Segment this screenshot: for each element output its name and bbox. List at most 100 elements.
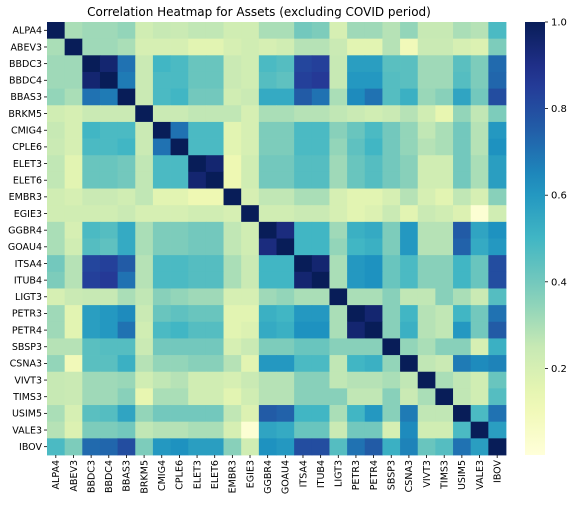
heatmap-cell-CMIG4-CSNA3: [400, 121, 419, 139]
heatmap-cell-VALE3-ELET3: [188, 421, 207, 439]
heatmap-cell-GOAU4-ITUB4: [311, 238, 330, 256]
heatmap-cell-CMIG4-TIMS3: [435, 121, 454, 139]
heatmap-cell-IBOV-BBDC4: [99, 438, 119, 456]
y-tick-label-IBOV: IBOV: [19, 442, 42, 453]
heatmap-cell-LIGT3-TIMS3: [435, 288, 454, 306]
heatmap-cell-BBDC4-USIM5: [453, 71, 472, 90]
x-tick-label-ALPA4: ALPA4: [51, 460, 62, 489]
heatmap-cell-VIVT3-BRKM5: [135, 371, 154, 389]
heatmap-cell-PETR4-CPLE6: [170, 321, 189, 339]
heatmap-cell-USIM5-CSNA3: [400, 405, 419, 423]
heatmap-cell-ALPA4-ITUB4: [311, 22, 330, 40]
heatmap-cell-IBOV-BBDC3: [82, 438, 101, 456]
heatmap-cell-CMIG4-PETR4: [364, 121, 383, 139]
heatmap-cell-ALPA4-VIVT3: [417, 22, 436, 40]
heatmap-cell-EGIE3-ALPA4: [47, 205, 66, 223]
heatmap-cell-USIM5-ELET3: [188, 405, 207, 423]
heatmap-cell-ELET6-VALE3: [470, 171, 489, 189]
heatmap-cell-BBDC3-GGBR4: [258, 55, 277, 73]
heatmap-cell-TIMS3-USIM5: [453, 388, 472, 406]
heatmap-cell-TIMS3-EMBR3: [223, 388, 242, 406]
heatmap-cell-ELET6-ALPA4: [47, 171, 66, 189]
heatmap-cell-ABEV3-EGIE3: [241, 38, 260, 56]
heatmap-cell-CPLE6-EMBR3: [223, 138, 242, 156]
heatmap-cell-EMBR3-BBDC3: [82, 188, 101, 206]
heatmap-cell-TIMS3-ALPA4: [47, 388, 66, 406]
heatmap-cell-VIVT3-ITSA4: [294, 371, 313, 389]
heatmap-cell-EGIE3-ITSA4: [294, 205, 313, 223]
heatmap-cell-LIGT3-GOAU4: [276, 288, 295, 306]
heatmap-cell-BBAS3-VALE3: [470, 88, 489, 106]
heatmap-cell-EMBR3-BBDC4: [99, 188, 119, 206]
heatmap-cell-GOAU4-ABEV3: [64, 238, 83, 256]
heatmap-cell-TIMS3-ITSA4: [294, 388, 313, 406]
heatmap-cell-EGIE3-TIMS3: [435, 205, 454, 223]
heatmap-cell-PETR4-ALPA4: [47, 321, 66, 339]
heatmap-cell-GGBR4-ALPA4: [47, 221, 66, 239]
heatmap-cell-CSNA3-BBDC3: [82, 355, 101, 373]
heatmap-cell-BRKM5-BBAS3: [117, 105, 136, 123]
heatmap-cell-USIM5-EMBR3: [223, 405, 242, 423]
heatmap-cell-TIMS3-IBOV: [488, 388, 507, 406]
heatmap-cell-VALE3-IBOV: [488, 421, 507, 439]
heatmap-cell-CSNA3-TIMS3: [435, 355, 454, 373]
heatmap-cell-ITUB4-USIM5: [453, 271, 472, 289]
heatmap-cell-GOAU4-CMIG4: [152, 238, 171, 256]
heatmap-cell-CPLE6-TIMS3: [435, 138, 454, 156]
heatmap-cell-ITUB4-EGIE3: [241, 271, 260, 289]
heatmap-cell-USIM5-EGIE3: [241, 405, 260, 423]
heatmap-cell-PETR4-BBDC3: [82, 321, 101, 339]
heatmap-cell-ALPA4-BRKM5: [135, 22, 154, 40]
heatmap-cell-GGBR4-IBOV: [488, 221, 507, 239]
heatmap-cell-ELET3-BBAS3: [117, 155, 136, 173]
heatmap-cell-GOAU4-PETR4: [364, 238, 383, 256]
heatmap-cell-ITUB4-CPLE6: [170, 271, 189, 289]
heatmap-cell-TIMS3-CPLE6: [170, 388, 189, 406]
heatmap-cell-ELET3-CPLE6: [170, 155, 189, 173]
x-tick-label-IBOV: IBOV: [492, 460, 503, 483]
heatmap-cell-VIVT3-CPLE6: [170, 371, 189, 389]
heatmap-cell-ALPA4-ELET3: [188, 22, 207, 40]
heatmap-cell-ITSA4-PETR4: [364, 255, 383, 273]
heatmap-cell-ELET6-BBDC3: [82, 171, 101, 189]
heatmap-cell-VALE3-GGBR4: [258, 421, 277, 439]
y-tick-label-ELET6: ELET6: [13, 176, 42, 187]
x-tick-label-ITUB4: ITUB4: [316, 460, 327, 488]
heatmap-cell-TIMS3-GGBR4: [258, 388, 277, 406]
colorbar-ticks: 0.2 0.4 0.6 0.8 1.0: [545, 18, 567, 375]
heatmap-cell-BBDC4-SBSP3: [382, 71, 401, 90]
heatmap-cell-USIM5-BBDC3: [82, 405, 101, 423]
heatmap-cell-TIMS3-CSNA3: [400, 388, 419, 406]
heatmap-cell-PETR4-EGIE3: [241, 321, 260, 339]
heatmap-cell-EGIE3-GGBR4: [258, 205, 277, 223]
heatmap-cell-ABEV3-TIMS3: [435, 38, 454, 56]
y-tick-label-ELET3: ELET3: [13, 159, 42, 170]
heatmap-cell-BBDC3-CSNA3: [400, 55, 419, 73]
heatmap-cell-BBDC4-VALE3: [470, 71, 489, 90]
heatmap-cell-ABEV3-PETR4: [364, 38, 383, 56]
heatmap-cell-PETR3-ABEV3: [64, 305, 83, 323]
heatmap-cell-IBOV-CSNA3: [400, 438, 419, 456]
heatmap-cell-BBDC3-CPLE6: [170, 55, 189, 73]
heatmap-cell-USIM5-BBDC4: [99, 405, 119, 423]
heatmap-cell-LIGT3-CPLE6: [170, 288, 189, 306]
heatmap-cell-BRKM5-EGIE3: [241, 105, 260, 123]
heatmap-cell-SBSP3-CSNA3: [400, 338, 419, 356]
x-tick-label-ITSA4: ITSA4: [298, 460, 309, 487]
heatmap-cell-BBDC3-LIGT3: [329, 55, 348, 73]
heatmap-cell-SBSP3-CPLE6: [170, 338, 189, 356]
heatmap-cell-CMIG4-VALE3: [470, 121, 489, 139]
heatmap-cell-BBAS3-TIMS3: [435, 88, 454, 106]
colorbar-tick-label: 0.8: [551, 104, 567, 115]
heatmap-cell-ALPA4-PETR4: [364, 22, 383, 40]
heatmap-cell-IBOV-IBOV: [488, 438, 507, 456]
heatmap-cell-BBDC4-ELET3: [188, 71, 207, 90]
x-tick-label-USIM5: USIM5: [457, 460, 468, 490]
heatmap-cell-ELET3-EMBR3: [223, 155, 242, 173]
heatmap-cell-ELET6-GOAU4: [276, 171, 295, 189]
heatmap-cell-SBSP3-LIGT3: [329, 338, 348, 356]
heatmap-cell-BBAS3-PETR4: [364, 88, 383, 106]
heatmap-cell-IBOV-CMIG4: [152, 438, 171, 456]
heatmap-cell-TIMS3-PETR3: [347, 388, 366, 406]
heatmap-cell-BRKM5-ITSA4: [294, 105, 313, 123]
